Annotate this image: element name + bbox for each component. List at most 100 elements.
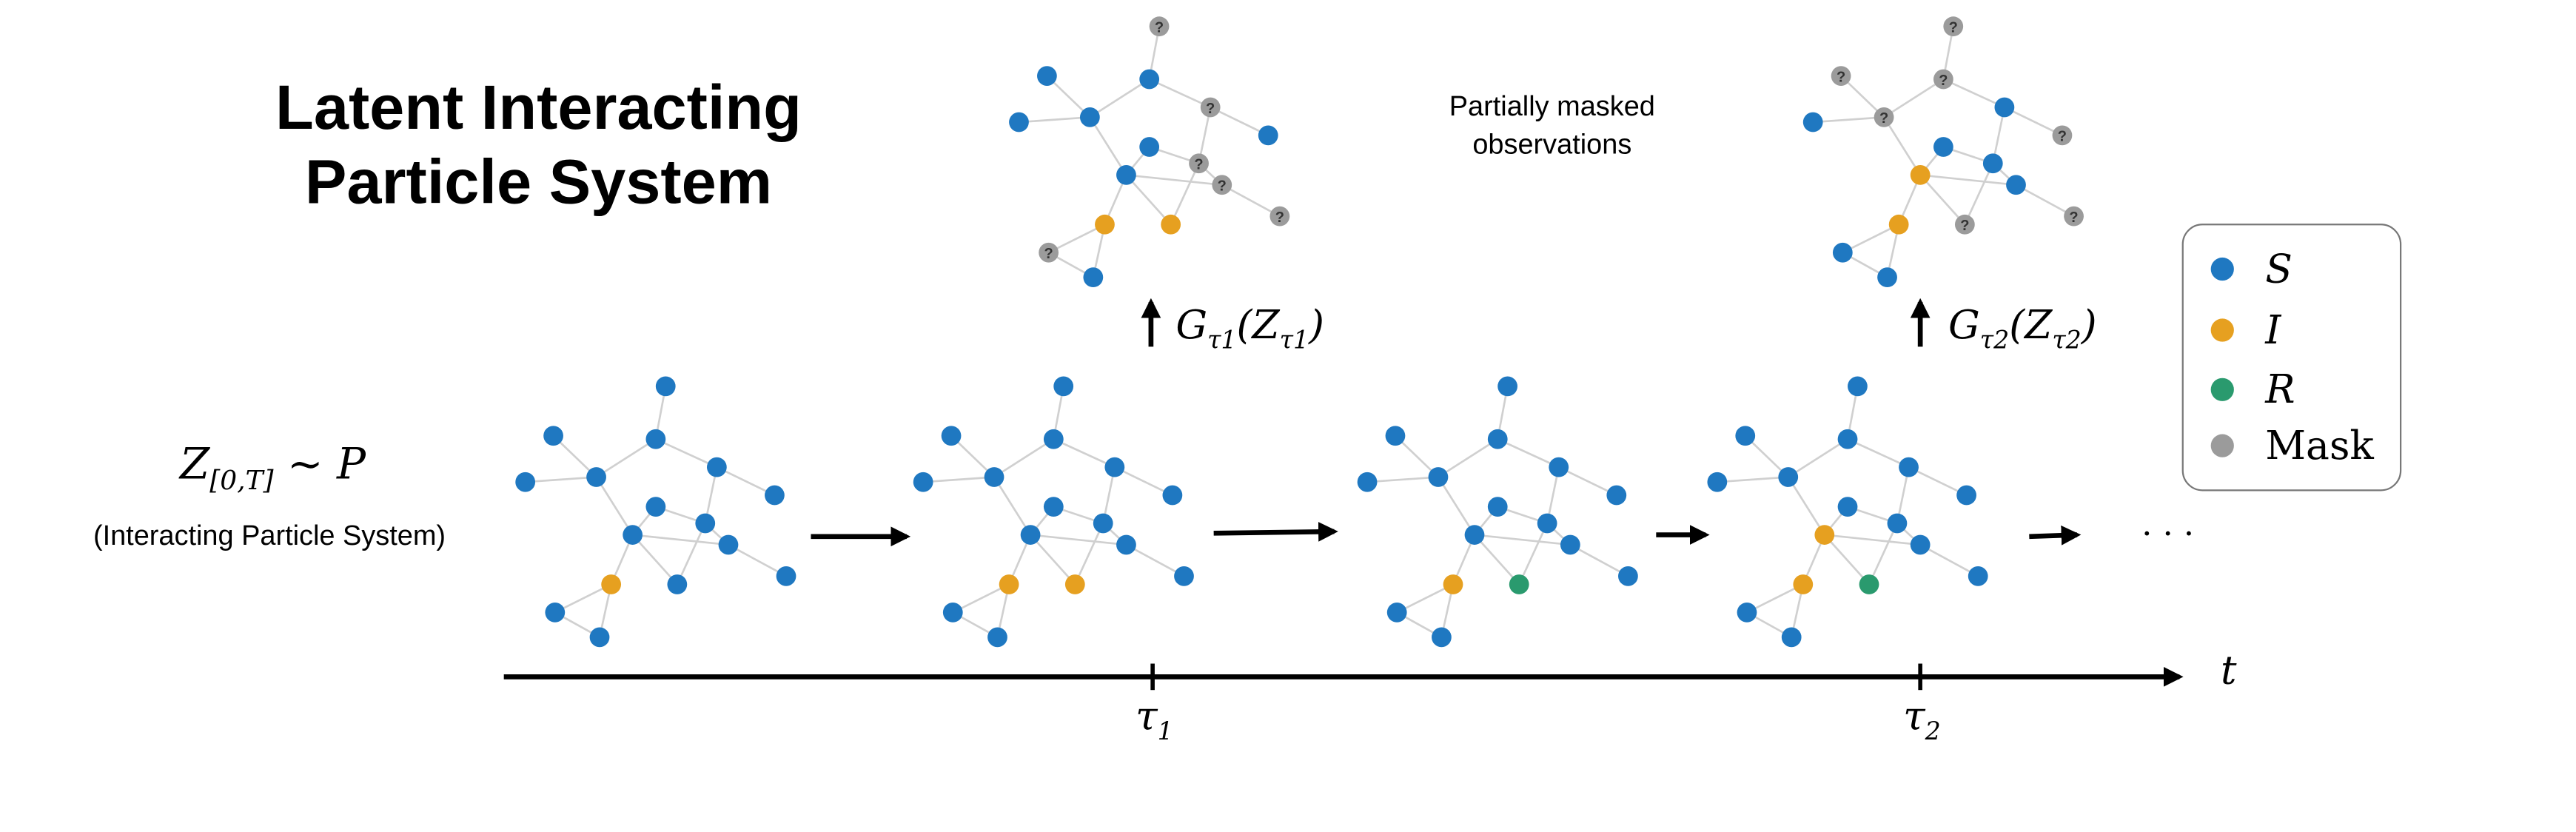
legend-dot — [2210, 434, 2234, 457]
node — [1043, 429, 1064, 449]
edge — [1030, 534, 1127, 546]
particle-graph: ??????? — [1802, 16, 2084, 288]
node — [1537, 513, 1557, 534]
edge — [1089, 116, 1127, 176]
node — [1174, 566, 1194, 586]
subscript: 2 — [1925, 717, 1941, 745]
node — [1778, 467, 1799, 487]
particle-graph — [1707, 376, 1988, 648]
node — [765, 485, 785, 506]
legend-dot — [2210, 318, 2234, 342]
node — [1104, 457, 1125, 477]
edge — [632, 534, 729, 546]
subscript: τ1 — [1207, 326, 1236, 355]
node — [589, 627, 610, 648]
edge — [1089, 78, 1150, 118]
node — [1357, 472, 1378, 492]
node — [1020, 525, 1041, 545]
edge — [1744, 435, 1789, 478]
mask-mark: ? — [1044, 246, 1053, 262]
node — [1385, 426, 1406, 446]
math-label: Gτ2​(Zτ2​) — [1948, 301, 2097, 354]
edge — [1437, 476, 1476, 536]
math-text: G — [1175, 301, 1207, 348]
node — [623, 525, 643, 545]
edge — [1824, 534, 1921, 546]
node — [1464, 525, 1485, 545]
note-line: observations — [1472, 129, 1631, 160]
node — [1560, 534, 1580, 555]
mask-mark: ? — [1879, 110, 1888, 127]
edge — [1474, 534, 1571, 546]
subscript: τ1 — [1280, 326, 1309, 355]
node — [2006, 175, 2026, 195]
edge — [716, 466, 776, 497]
mask-mark: ? — [1155, 19, 1164, 36]
node — [1497, 376, 1517, 397]
particle-graph: ?????? — [1009, 16, 1290, 288]
edge — [1497, 438, 1560, 469]
node — [515, 472, 536, 492]
node — [1080, 107, 1100, 127]
edge — [1149, 78, 1211, 109]
node — [999, 574, 1019, 594]
edge — [1847, 438, 1910, 469]
node — [1095, 214, 1115, 235]
edge — [595, 476, 634, 536]
node — [545, 603, 566, 623]
particle-graph — [913, 376, 1194, 648]
edge — [1882, 116, 1922, 176]
node — [1910, 534, 1931, 555]
edge — [1048, 224, 1106, 254]
node — [1848, 376, 1868, 397]
edge — [1053, 438, 1116, 469]
edge — [1074, 523, 1104, 586]
node — [2052, 125, 2073, 146]
subscript: [0,T] — [209, 466, 274, 496]
edge — [1019, 116, 1090, 124]
node — [695, 513, 716, 534]
title-line: Particle System — [305, 146, 772, 216]
edge — [1046, 75, 1091, 118]
node — [1443, 574, 1463, 594]
node — [1037, 66, 1057, 86]
legend-label: I — [2264, 306, 2281, 353]
edge — [1125, 174, 1172, 226]
edge — [1919, 174, 1966, 226]
edge — [1114, 466, 1173, 497]
node — [706, 457, 727, 477]
subscript: τ2 — [1980, 326, 2009, 355]
math-text: (Z — [1237, 301, 1281, 348]
node — [1954, 214, 1975, 235]
arrow — [2029, 525, 2082, 546]
node — [718, 534, 739, 555]
mask-mark: ? — [1194, 157, 1203, 173]
edge — [923, 476, 995, 483]
node — [1888, 214, 1909, 235]
process-caption: (Interacting Particle System) — [93, 520, 446, 551]
edge — [1788, 438, 1848, 478]
edge — [1840, 75, 1885, 118]
node — [1212, 175, 1232, 195]
edge — [2004, 106, 2063, 137]
edge — [1558, 466, 1617, 497]
node — [1735, 426, 1756, 446]
node — [1487, 497, 1508, 517]
legend-label: R — [2264, 366, 2295, 412]
subscript: τ2 — [2052, 326, 2081, 355]
node — [1994, 97, 2015, 118]
edge — [1868, 523, 1899, 586]
edge — [1942, 78, 2005, 109]
edge — [1395, 435, 1439, 478]
note-line: Partially masked — [1449, 91, 1655, 122]
edge — [595, 438, 657, 478]
math-text: τ — [1136, 693, 1158, 739]
node — [1933, 69, 1953, 90]
edge — [1787, 476, 1825, 536]
node — [645, 497, 666, 517]
node — [1549, 457, 1569, 477]
edge — [1518, 523, 1549, 586]
node — [1814, 525, 1835, 545]
legend-label: S — [2265, 245, 2292, 292]
